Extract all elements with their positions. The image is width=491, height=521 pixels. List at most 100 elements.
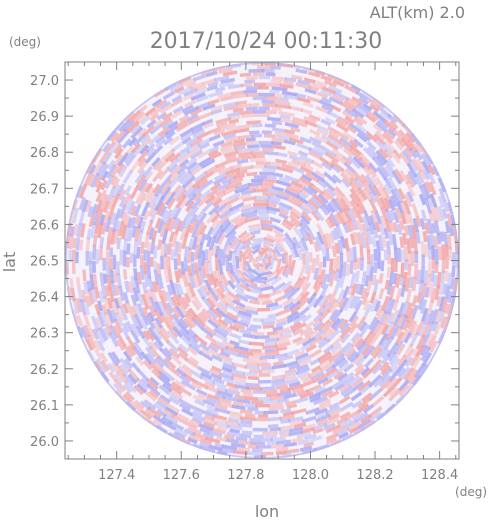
echo-cell	[390, 325, 400, 340]
echo-cell	[179, 329, 191, 342]
echo-cell	[194, 262, 199, 274]
echo-cell	[390, 257, 395, 271]
echo-cell	[285, 185, 300, 195]
echo-cell	[427, 261, 432, 277]
echo-cell	[259, 171, 273, 176]
echo-cell	[202, 421, 215, 429]
echo-cell	[316, 178, 328, 189]
echo-cell	[214, 229, 225, 244]
echo-cell	[176, 346, 189, 358]
echo-cell	[242, 254, 247, 270]
echo-cell	[378, 374, 392, 388]
echo-cell	[402, 343, 414, 358]
echo-cell	[173, 282, 182, 299]
echo-cell	[375, 121, 388, 133]
echo-cell	[140, 400, 152, 411]
echo-cell	[444, 244, 449, 258]
echo-cell	[255, 417, 269, 422]
echo-cell	[396, 137, 406, 148]
echo-cell	[252, 268, 264, 274]
echo-cell	[213, 332, 228, 342]
echo-cell	[118, 285, 125, 302]
echo-cell	[388, 231, 394, 246]
echo-cell	[348, 311, 358, 323]
echo-cell	[288, 183, 304, 193]
echo-cell	[159, 325, 171, 340]
echo-cell	[278, 429, 291, 435]
echo-cell	[113, 318, 123, 334]
echo-cell	[416, 269, 422, 285]
echo-cell	[422, 169, 431, 181]
echo-cell	[217, 92, 231, 99]
echo-cell	[295, 335, 312, 346]
echo-cell	[409, 331, 420, 348]
echo-cell	[343, 363, 355, 373]
echo-cell	[157, 126, 170, 137]
echo-cell	[248, 226, 264, 233]
echo-cell	[201, 250, 206, 266]
echo-cell	[447, 291, 454, 304]
echo-cell	[416, 292, 422, 304]
echo-cell	[311, 422, 328, 431]
echo-cell	[222, 239, 230, 253]
echo-cell	[265, 258, 269, 264]
echo-cell	[307, 368, 324, 378]
echo-cell	[318, 308, 331, 323]
echo-cell	[280, 418, 291, 424]
echo-cell	[325, 367, 338, 377]
echo-cell	[373, 227, 379, 239]
echo-cell	[234, 394, 246, 400]
echo-cell	[211, 191, 227, 203]
echo-cell	[260, 181, 275, 187]
echo-cell	[242, 371, 258, 377]
echo-cell	[204, 334, 217, 344]
echo-cell	[268, 402, 284, 408]
echo-cell	[88, 213, 95, 228]
echo-cell	[140, 201, 151, 217]
echo-cell	[258, 92, 275, 97]
echo-cell	[410, 224, 417, 239]
echo-cell	[244, 305, 258, 312]
echo-cell	[270, 333, 283, 339]
echo-cell	[104, 323, 113, 336]
echo-cell	[239, 203, 252, 210]
echo-cell	[198, 423, 214, 432]
echo-cell	[281, 265, 289, 277]
echo-cell	[276, 327, 290, 335]
echo-cell	[241, 430, 253, 435]
echo-cell	[185, 80, 197, 89]
echo-cell	[348, 181, 361, 195]
echo-cell	[159, 222, 167, 238]
echo-cell	[306, 292, 318, 305]
echo-cell	[317, 377, 329, 385]
echo-cell	[394, 331, 405, 346]
echo-cell	[407, 170, 418, 186]
echo-cell	[121, 224, 128, 240]
echo-cell	[387, 127, 397, 138]
echo-cell	[213, 327, 228, 338]
echo-cell	[307, 229, 316, 241]
echo-cell	[206, 397, 221, 405]
echo-cell	[399, 314, 409, 330]
echo-cell	[368, 222, 375, 235]
echo-cell	[299, 176, 314, 188]
echo-cell	[75, 251, 79, 264]
echo-cell	[155, 137, 167, 148]
echo-cell	[232, 251, 236, 267]
echo-cell	[194, 399, 206, 407]
echo-cell	[289, 218, 300, 228]
echo-cell	[257, 216, 270, 220]
echo-cell	[299, 165, 313, 175]
echo-cell	[372, 395, 385, 407]
echo-cell	[155, 99, 168, 109]
echo-cell	[199, 233, 207, 246]
echo-cell	[264, 262, 272, 270]
echo-cell	[135, 174, 146, 189]
echo-cell	[375, 150, 388, 164]
echo-cell	[375, 304, 384, 317]
echo-cell	[283, 375, 298, 382]
echo-cell	[420, 346, 432, 362]
echo-cell	[342, 261, 347, 277]
echo-cell	[173, 431, 186, 440]
echo-cell	[357, 396, 373, 409]
